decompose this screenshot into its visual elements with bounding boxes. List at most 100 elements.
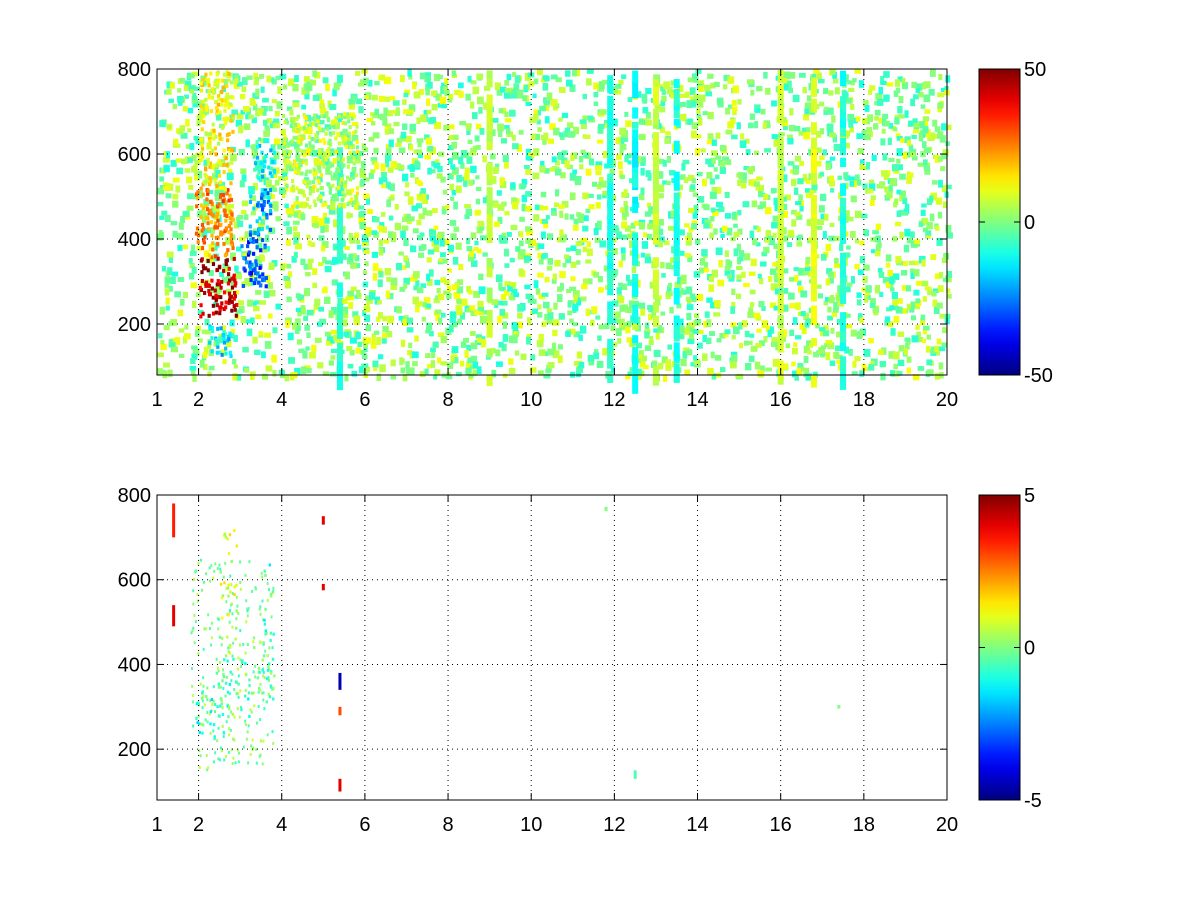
heatmap-cell: [364, 314, 371, 322]
heatmap-cell: [355, 150, 360, 155]
heatmap-cell: [214, 338, 219, 343]
heatmap-cell: [923, 81, 931, 89]
heatmap-cell: [178, 353, 185, 358]
heatmap-cell: [310, 79, 317, 86]
heatmap-cell: [686, 304, 694, 311]
heatmap-cell: [249, 237, 253, 242]
colorbar: [978, 494, 1021, 801]
heatmap-cell: [342, 204, 347, 209]
heatmap-cell: [365, 197, 371, 205]
heatmap-cell: [166, 89, 172, 95]
heatmap-cell: [271, 159, 275, 164]
heatmap-cell: [644, 256, 652, 264]
heatmap-cell: [241, 659, 244, 663]
heatmap-cell: [457, 82, 464, 89]
heatmap-cell: [336, 233, 343, 250]
heatmap-cell: [314, 132, 318, 137]
heatmap-cell: [332, 243, 339, 251]
heatmap-cell: [572, 303, 579, 312]
heatmap-cell: [240, 168, 247, 175]
heatmap-cell: [666, 86, 673, 95]
heatmap-cell: [195, 152, 201, 158]
heatmap-cell: [222, 686, 225, 690]
heatmap-cell: [197, 230, 204, 237]
heatmap-cell: [796, 214, 803, 220]
heatmap-cell: [775, 134, 781, 140]
heatmap-cell: [475, 123, 482, 130]
heatmap-cell: [904, 136, 911, 143]
heatmap-cell: [256, 271, 260, 276]
heatmap-cell: [344, 271, 351, 280]
heatmap-cell: [824, 106, 829, 112]
heatmap-cell: [679, 229, 685, 236]
heatmap-cell: [387, 315, 394, 324]
heatmap-cell: [350, 153, 354, 158]
heatmap-cell: [408, 75, 413, 80]
heatmap-cell: [797, 178, 804, 185]
heatmap-cell: [192, 602, 195, 606]
heatmap-cell: [159, 176, 165, 182]
heatmap-cell: [224, 218, 228, 223]
heatmap-cell: [202, 240, 206, 245]
heatmap-cell: [388, 139, 394, 148]
heatmap-cell: [465, 93, 471, 101]
heatmap-cell: [889, 305, 895, 311]
heatmap-cell: [528, 81, 535, 87]
heatmap-cell: [250, 710, 253, 714]
heatmap-cell: [295, 147, 299, 152]
heatmap-cell: [828, 132, 836, 138]
heatmap-cell: [254, 160, 261, 169]
heatmap-cell: [314, 138, 321, 143]
heatmap-cell: [409, 277, 415, 282]
heatmap-cell: [782, 203, 788, 211]
heatmap-cell: [386, 277, 391, 282]
heatmap-cell: [826, 268, 833, 275]
heatmap-cell: [595, 202, 601, 209]
heatmap-cell: [551, 342, 557, 351]
heatmap-cell: [869, 199, 875, 206]
heatmap-cell: [245, 723, 248, 727]
heatmap-cell: [466, 285, 471, 293]
heatmap-cell: [254, 149, 258, 154]
heatmap-cell: [293, 201, 301, 209]
heatmap-cell: [340, 197, 344, 202]
heatmap-cell: [840, 252, 847, 272]
heatmap-cell: [875, 223, 881, 231]
heatmap-cell: [220, 698, 223, 702]
heatmap-cell: [231, 246, 235, 251]
heatmap-cell: [187, 157, 193, 163]
heatmap-cell: [941, 342, 947, 348]
heatmap-cell: [525, 226, 532, 232]
heatmap-cell: [199, 203, 204, 208]
heatmap-cell: [387, 110, 393, 117]
heatmap-cell: [624, 225, 631, 232]
heatmap-cell: [216, 218, 220, 223]
heatmap-cell: [157, 201, 164, 207]
heatmap-cell: [230, 308, 234, 313]
heatmap-cell: [547, 138, 555, 144]
heatmap-cell: [680, 358, 687, 367]
heatmap-cell: [215, 186, 220, 192]
heatmap-cell: [323, 158, 330, 165]
heatmap-cell: [798, 267, 806, 276]
heatmap-cell: [753, 312, 761, 319]
heatmap-cell: [350, 237, 356, 244]
heatmap-cell: [607, 191, 614, 208]
heatmap-cell: [827, 315, 833, 321]
heatmap-cell: [189, 272, 195, 280]
heatmap-cell: [282, 141, 286, 146]
heatmap-cell: [537, 243, 545, 250]
heatmap-cell: [262, 739, 265, 743]
heatmap-cell: [234, 265, 239, 272]
heatmap-cell: [202, 580, 205, 584]
heatmap-cell: [715, 174, 720, 180]
heatmap-cell: [216, 291, 221, 299]
heatmap-cell: [946, 124, 952, 130]
heatmap-cell: [323, 296, 331, 304]
heatmap-cell: [293, 159, 297, 164]
heatmap-cell: [223, 253, 228, 258]
heatmap-cell: [228, 350, 232, 355]
heatmap-cell: [249, 374, 255, 380]
heatmap-cell: [206, 283, 210, 288]
heatmap-cell: [207, 766, 210, 770]
